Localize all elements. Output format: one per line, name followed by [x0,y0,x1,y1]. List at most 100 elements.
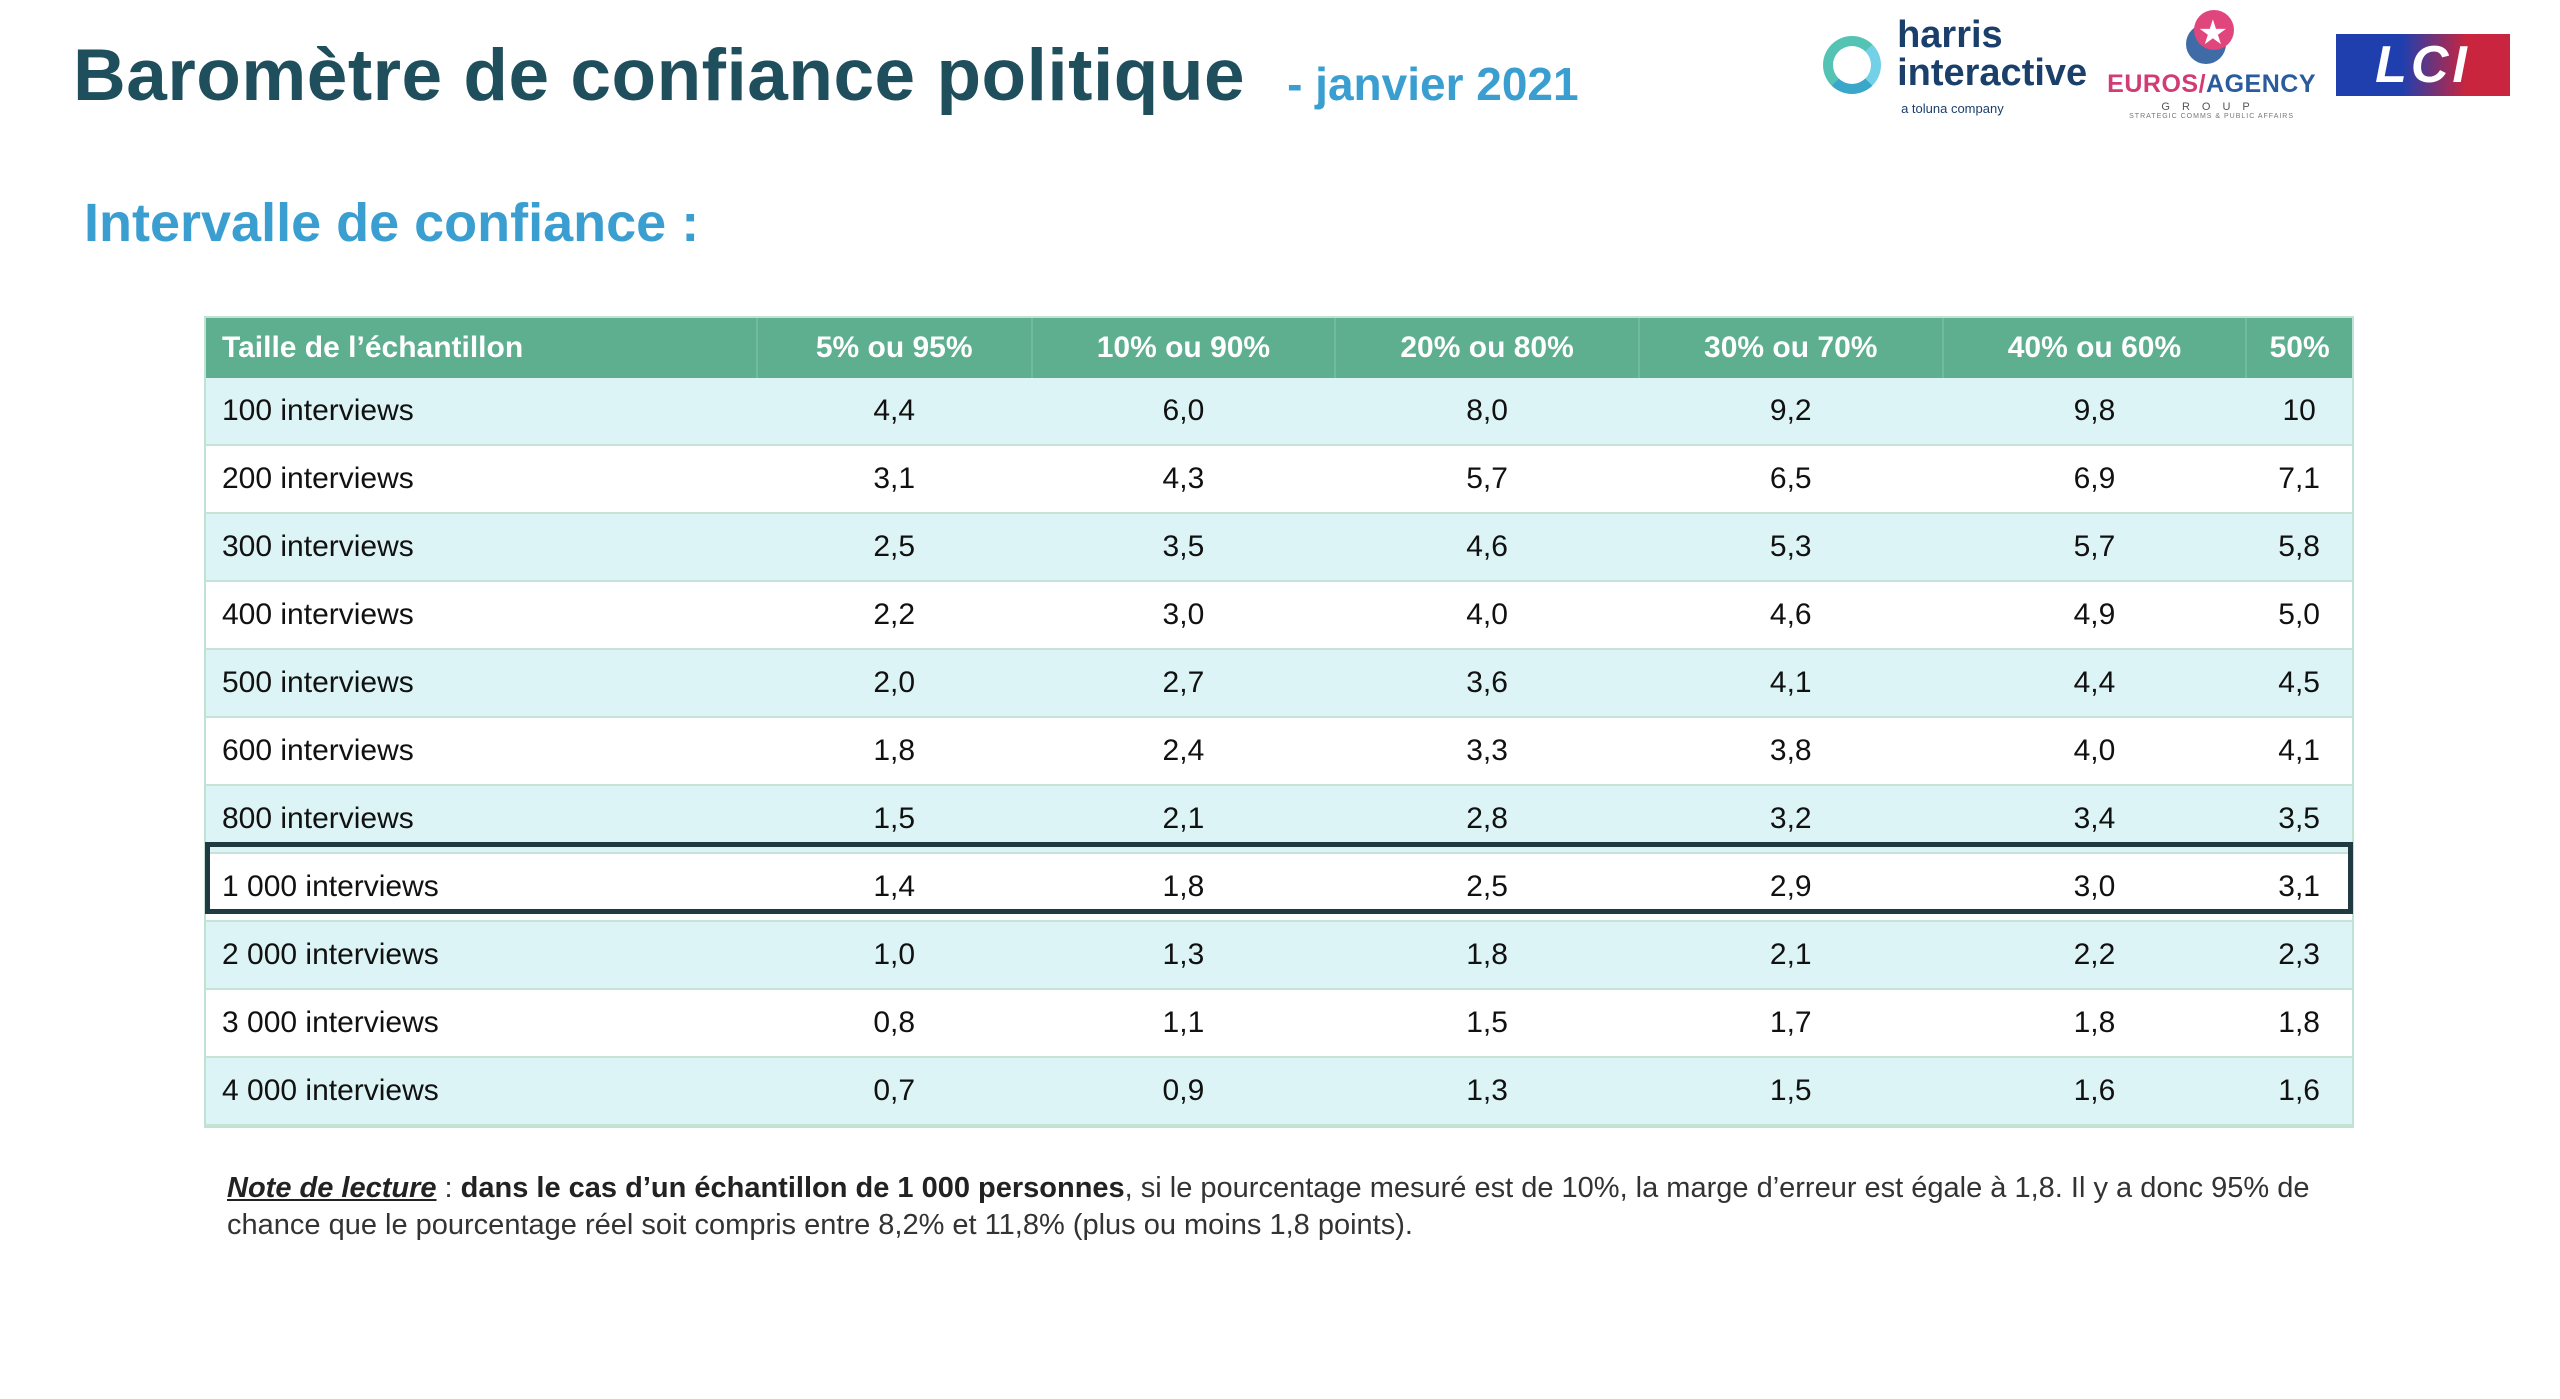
margin-cell: 1,3 [1031,921,1336,990]
table-row: 300 interviews 2,5 3,5 4,6 5,3 5,7 5,8 [206,513,2352,582]
margin-cell: 6,9 [1942,445,2247,514]
euros-agency-logo: ★ EUROS/AGENCY GROUP STRATEGIC COMMS & P… [2107,10,2316,120]
sample-size-cell: 800 interviews [206,785,757,854]
margin-cell: 1,8 [1335,921,1639,990]
margin-cell: 9,8 [1942,378,2247,446]
margin-cell: 1,6 [1942,1057,2247,1126]
margin-cell: 2,5 [1335,853,1639,922]
harris-word-2: interactive [1897,51,2088,94]
margin-cell: 4,1 [1638,649,1943,718]
margin-cell: 0,7 [756,1057,1032,1126]
table-row: 800 interviews 1,5 2,1 2,8 3,2 3,4 3,5 [206,785,2352,854]
margin-cell: 4,0 [1942,717,2247,786]
margin-cell: 2,1 [1031,785,1336,854]
harris-logo-text: harris interactive a toluna company [1897,16,2087,115]
harris-ring-icon [1823,36,1882,94]
margin-cell: 4,4 [1942,649,2247,718]
sample-size-cell: 400 interviews [206,581,757,650]
section-subtitle: Intervalle de confiance : [84,193,700,253]
margin-cell: 8,0 [1335,378,1639,446]
margin-cell: 5,7 [1942,513,2247,582]
sample-size-cell: 300 interviews [206,513,757,582]
margin-cell: 3,0 [1942,853,2247,922]
note-text: , si le pourcentage mesuré est de 10%, l… [227,1172,2310,1241]
table-row: 400 interviews 2,2 3,0 4,0 4,6 4,9 5,0 [206,581,2352,650]
sample-size-cell: 500 interviews [206,649,757,718]
euros-star-icon: ★ [2184,10,2240,66]
margin-cell: 3,1 [2246,853,2352,922]
column-header: 5% ou 95% [756,318,1033,378]
harris-word-1: harris [1897,13,2003,56]
column-header: 10% ou 90% [1031,318,1337,378]
margin-cell: 5,3 [1638,513,1943,582]
margin-cell: 3,3 [1335,717,1639,786]
sample-size-cell: 100 interviews [206,378,757,446]
margin-cell: 1,0 [756,921,1032,990]
margin-cell: 1,8 [756,717,1032,786]
page-date: - janvier 2021 [1287,58,1579,110]
margin-cell: 4,9 [1942,581,2247,650]
margin-cell: 2,5 [756,513,1032,582]
margin-cell: 1,8 [1031,853,1336,922]
column-header: 20% ou 80% [1335,318,1640,378]
margin-cell: 0,8 [756,989,1032,1058]
table-row: 3 000 interviews 0,8 1,1 1,5 1,7 1,8 1,8 [206,989,2352,1058]
column-header: 40% ou 60% [1942,318,2248,378]
margin-cell: 9,2 [1638,378,1943,446]
sample-size-cell: 200 interviews [206,445,757,514]
note-lead: Note de lecture [227,1172,437,1204]
margin-cell: 5,0 [2246,581,2352,650]
margin-cell: 1,8 [2246,989,2352,1058]
margin-cell: 2,0 [756,649,1032,718]
table-row: 1 000 interviews 1,4 1,8 2,5 2,9 3,0 3,1 [206,853,2352,922]
margin-cell: 0,9 [1031,1057,1336,1126]
margin-cell: 1,4 [756,853,1032,922]
margin-cell: 3,4 [1942,785,2247,854]
table-row: 100 interviews 4,4 6,0 8,0 9,2 9,8 10 [206,378,2352,446]
margin-cell: 1,7 [1638,989,1943,1058]
harris-subtitle: a toluna company [1901,100,2004,116]
margin-cell: 3,5 [1031,513,1336,582]
table-row: 500 interviews 2,0 2,7 3,6 4,1 4,4 4,5 [206,649,2352,718]
margin-cell: 1,1 [1031,989,1336,1058]
margin-cell: 4,0 [1335,581,1639,650]
reading-note: Note de lecture : dans le cas d’un échan… [227,1170,2347,1244]
margin-cell: 2,3 [2246,921,2352,990]
sample-size-cell: 1 000 interviews [206,853,757,922]
page-title: Baromètre de confiance politique [73,35,1246,116]
margin-cell: 4,4 [756,378,1032,446]
sample-size-cell: 2 000 interviews [206,921,757,990]
column-header: Taille de l’échantillon [206,318,758,378]
margin-cell: 2,7 [1031,649,1336,718]
margin-cell: 1,5 [1638,1057,1943,1126]
margin-cell: 1,3 [1335,1057,1639,1126]
margin-cell: 3,2 [1638,785,1943,854]
margin-cell: 4,3 [1031,445,1336,514]
note-emphasis: dans le cas d’un échantillon de 1 000 pe… [460,1172,1125,1204]
euros-name: EUROS/AGENCY [2107,70,2316,98]
table-row: 200 interviews 3,1 4,3 5,7 6,5 6,9 7,1 [206,445,2352,514]
margin-cell: 2,8 [1335,785,1639,854]
title-row: Baromètre de confiance politique - janvi… [73,34,1579,117]
margin-cell: 2,2 [756,581,1032,650]
margin-cell: 3,0 [1031,581,1336,650]
confidence-interval-table: Taille de l’échantillon 5% ou 95% 10% ou… [206,318,2352,1126]
margin-cell: 1,6 [2246,1057,2352,1126]
margin-cell: 1,5 [756,785,1032,854]
margin-cell: 3,1 [756,445,1032,514]
euros-tagline: STRATEGIC COMMS & PUBLIC AFFAIRS [2129,113,2295,120]
margin-cell: 3,8 [1638,717,1943,786]
margin-cell: 1,5 [1335,989,1639,1058]
table-header-row: Taille de l’échantillon 5% ou 95% 10% ou… [206,318,2352,378]
margin-cell: 6,0 [1031,378,1336,446]
margin-cell: 3,5 [2246,785,2352,854]
margin-cell: 2,1 [1638,921,1943,990]
margin-cell: 5,7 [1335,445,1639,514]
sample-size-cell: 600 interviews [206,717,757,786]
logo-bar: harris interactive a toluna company ★ EU… [1823,10,2510,120]
margin-cell: 1,8 [1942,989,2247,1058]
margin-cell: 2,4 [1031,717,1336,786]
table-row: 600 interviews 1,8 2,4 3,3 3,8 4,0 4,1 [206,717,2352,786]
margin-cell: 7,1 [2246,445,2352,514]
table-row: 2 000 interviews 1,0 1,3 1,8 2,1 2,2 2,3 [206,921,2352,990]
